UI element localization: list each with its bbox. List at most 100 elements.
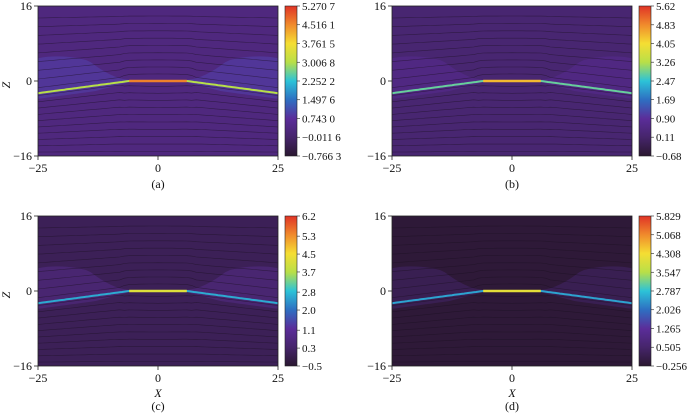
y-tick-label: 0 <box>380 74 386 88</box>
y-tick-label: 16 <box>20 209 32 223</box>
colorbar-tick-label: 3.26 <box>656 57 676 69</box>
colorbar-tick-label: 2.8 <box>302 287 316 299</box>
field-line <box>38 338 278 344</box>
y-tick-label: 16 <box>374 209 386 223</box>
colorbar-tick-label: 5.3 <box>302 231 316 243</box>
field-line <box>392 45 632 54</box>
field-line <box>38 37 278 45</box>
x-tick-label: −25 <box>29 161 48 175</box>
colorbar-tick-label: 1.1 <box>302 325 316 337</box>
field-line <box>38 52 278 62</box>
x-tick-label: 25 <box>272 161 284 175</box>
field-lines <box>392 225 632 363</box>
field-line <box>38 106 278 115</box>
field-line <box>392 151 632 153</box>
field-line <box>38 233 278 237</box>
field-line <box>38 225 278 229</box>
field-lines <box>38 15 278 153</box>
plot-area <box>392 216 632 366</box>
colorbar: 6.2 5.3 4.5 3.7 2.8 2.0 1.1 0.3 −0.5 <box>284 211 322 373</box>
field-line <box>38 73 278 88</box>
y-axis-label: Z <box>0 81 13 88</box>
field-line <box>38 361 278 363</box>
y-tick-label: 16 <box>20 0 32 13</box>
field-line <box>38 346 278 350</box>
colorbar-tick-label: −0.5 <box>302 361 322 373</box>
field-line <box>38 143 278 147</box>
island-right <box>531 266 632 309</box>
y-tick-label: −16 <box>367 359 386 373</box>
field-line <box>38 114 278 121</box>
field-line <box>38 240 278 246</box>
colorbar-gradient <box>284 5 298 157</box>
field-line <box>38 136 278 140</box>
x-tick-label: 0 <box>509 161 515 175</box>
field-line <box>38 151 278 153</box>
field-line <box>392 30 632 36</box>
panel-a: −25 0 25 16 0 −16 Z (a) 5.270 7 4.516 1 3.761 5 3.0… <box>0 0 342 191</box>
field-lines <box>38 225 278 363</box>
colorbar-tick-label: −0.68 <box>656 151 682 163</box>
colorbar-tick-label: 5.068 <box>656 230 681 242</box>
island-left <box>38 266 139 309</box>
field-line <box>38 99 278 109</box>
colorbar-tick-label: 1.497 6 <box>302 95 336 107</box>
field-line <box>392 143 632 147</box>
colorbar-tick-label: 4.516 1 <box>302 20 335 32</box>
field-line <box>392 106 632 115</box>
colorbar-tick-label: 2.787 <box>656 286 681 298</box>
panel-b: −25 0 25 16 0 −16 (b) 5.62 4.83 4.05 3.26 2.47 1.69 0… <box>367 0 682 191</box>
colorbar-tick-label: 0.11 <box>656 132 675 144</box>
x-tick-label: 25 <box>272 371 284 385</box>
island-left <box>392 266 493 309</box>
colorbar-tick-label: −0.256 <box>656 361 687 373</box>
plot-area <box>38 6 278 156</box>
field-line <box>392 276 632 290</box>
x-tick-label: 0 <box>509 371 515 385</box>
island-left <box>392 56 493 99</box>
colorbar-tick-label: 4.5 <box>302 249 316 261</box>
colorbar-tick-label: −0.766 3 <box>302 151 342 163</box>
colorbar: 5.829 5.068 4.308 3.547 2.787 2.026 1.265 0.505… <box>638 211 687 373</box>
x-tick-label: 0 <box>155 161 161 175</box>
field-line <box>38 23 278 27</box>
colorbar: 5.270 7 4.516 1 3.761 5 3.006 8 2.252 2 1.497… <box>284 1 342 163</box>
field-line <box>392 37 632 45</box>
field-line <box>392 23 632 27</box>
y-tick-label: 0 <box>380 284 386 298</box>
field-line <box>392 294 632 306</box>
colorbar-tick-label: 0.505 <box>656 342 681 354</box>
colorbar-tick-label: 3.547 <box>656 267 681 279</box>
field-line <box>392 225 632 229</box>
field-line <box>392 121 632 128</box>
field-line <box>392 255 632 264</box>
colorbar-tick-label: 2.47 <box>656 76 676 88</box>
field-line <box>38 121 278 128</box>
island-right <box>177 266 278 309</box>
colorbar-tick-label: 5.62 <box>656 1 675 13</box>
field-line <box>392 92 632 103</box>
colorbar-tick-label: 4.308 <box>656 248 681 260</box>
field-line <box>392 346 632 350</box>
field-line <box>38 283 278 298</box>
field-line <box>392 353 632 357</box>
y-tick-label: −16 <box>367 149 386 163</box>
colorbar-tick-label: 5.270 7 <box>302 1 336 13</box>
field-line <box>392 316 632 325</box>
field-lines <box>392 15 632 153</box>
field-line <box>392 52 632 62</box>
field-line <box>392 269 632 281</box>
field-line <box>38 302 278 313</box>
field-line <box>392 114 632 121</box>
field-line <box>38 92 278 103</box>
x-tick-label: −25 <box>29 371 48 385</box>
field-line <box>392 302 632 313</box>
colorbar-tick-label: 2.026 <box>656 305 681 317</box>
y-tick-label: −16 <box>13 359 32 373</box>
field-line <box>38 66 278 80</box>
field-line <box>38 84 278 96</box>
field-line <box>392 84 632 96</box>
colorbar-tick-label: 3.761 5 <box>302 38 336 50</box>
x-tick-label: 25 <box>626 161 638 175</box>
